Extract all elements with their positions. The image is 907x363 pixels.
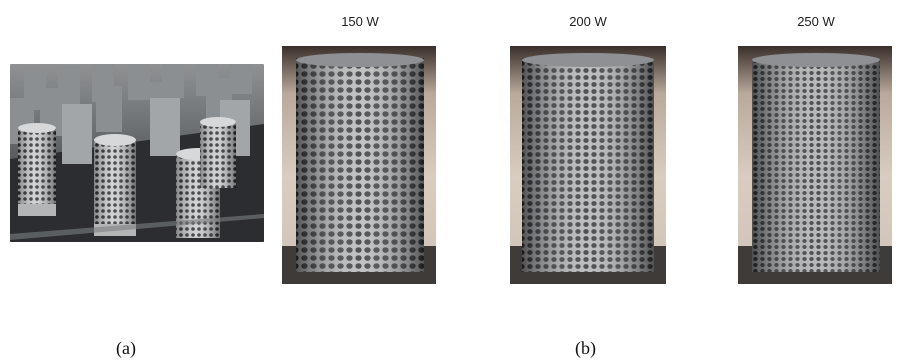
sample-photo-150w xyxy=(282,46,436,284)
caption-a: (a) xyxy=(116,338,136,358)
power-label-150: 150 W xyxy=(341,14,379,29)
caption-b: (b) xyxy=(575,338,596,358)
power-label-200: 200 W xyxy=(569,14,607,29)
build-plate-photo xyxy=(10,64,264,242)
sample-photo-250w xyxy=(738,46,892,284)
power-label-250: 250 W xyxy=(797,14,835,29)
sample-photo-200w xyxy=(510,46,666,284)
